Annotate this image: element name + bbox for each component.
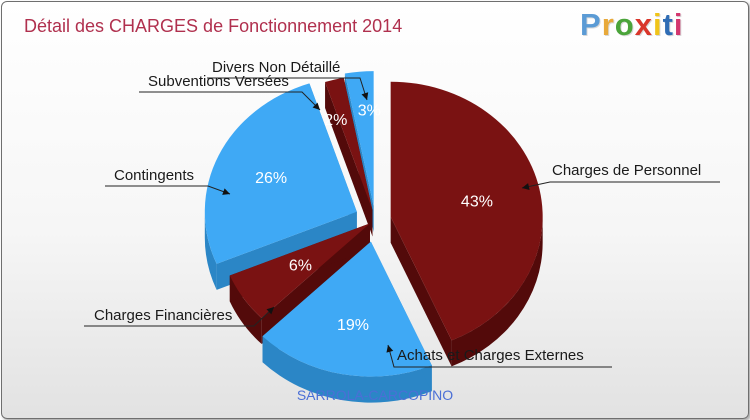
logo-letter: x [634,7,653,42]
pct-label: 26% [255,170,287,187]
slice-top [262,241,432,377]
city-name: SARROLA-CARCOPINO [296,387,454,403]
leader-line [84,306,275,327]
slice-top [204,83,357,264]
logo-letter: i [673,7,684,42]
proxiti-logo: Proxiti [580,7,684,43]
leader-arrow [386,345,394,353]
leader-arrow [222,188,230,195]
slice-label: Divers Non Détaillé [212,59,340,76]
leader-line [521,181,720,189]
slice-charges-de-personnel [390,81,543,367]
leader-arrow [312,102,320,110]
pct-label: 6% [289,257,312,274]
leader-line [387,344,612,368]
leader-arrow [522,183,530,190]
slice-side [262,336,432,403]
chart-title: Détail des CHARGES de Fonctionnement 201… [24,16,403,36]
logo-letter: P [580,7,602,42]
slice-side [451,216,543,367]
slice-wall [325,82,373,237]
slice-label: Charges Financières [94,307,232,324]
logo-letter: o [614,7,635,42]
leader-line [139,91,321,111]
slice-top [229,223,371,319]
slice-achats-et-charges-externes [262,241,432,403]
slice-label: Achats et Charges Externes [397,347,584,364]
slice-label: Contingents [114,167,194,184]
pct-label: 43% [461,194,493,211]
slice-label: Charges de Personnel [552,162,701,179]
slice-label: Subventions Versées [148,73,289,90]
slice-subventions-vers-es [325,77,373,237]
slice-top [344,71,374,207]
pct-label: 19% [337,317,369,334]
logo-letter: t [662,7,674,42]
slice-top [325,77,373,211]
logo-letter: r [601,7,615,42]
pct-label: 3% [358,102,381,119]
leader-line [105,185,231,195]
slice-side [204,211,217,290]
pct-label: 2% [324,112,347,129]
slice-wall [390,216,452,367]
leader-arrow [361,92,369,100]
logo-letter: i [652,7,663,42]
slice-top [390,81,543,341]
leader-arrow [266,307,274,315]
leader-line [207,77,368,101]
